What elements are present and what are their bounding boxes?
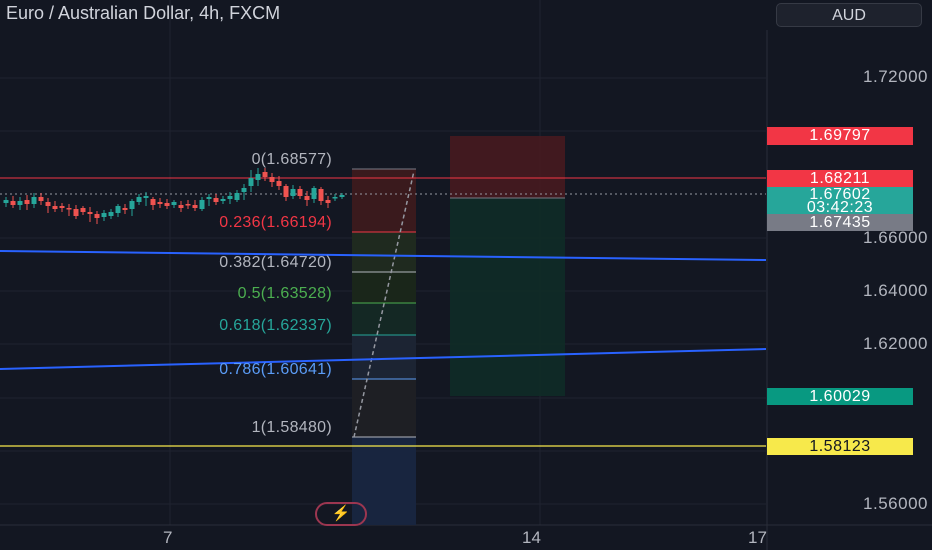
- candle-body: [255, 174, 261, 180]
- candle-body: [297, 189, 303, 196]
- candle-body: [80, 208, 86, 212]
- candle-body: [206, 197, 212, 199]
- currency-button[interactable]: AUD: [776, 3, 922, 27]
- lightning-icon[interactable]: ⚡: [315, 502, 367, 526]
- candle-body: [52, 206, 58, 209]
- price-tick: 1.56000: [863, 494, 928, 513]
- fib-zone-05-0618: [352, 303, 416, 335]
- candle-body: [199, 200, 205, 209]
- price-tick: 1.66000: [863, 228, 928, 247]
- candle-body: [45, 202, 51, 206]
- fib-zone-0786-1: [352, 379, 416, 437]
- price-tick: 1.62000: [863, 334, 928, 353]
- candle-body: [164, 203, 170, 206]
- candle-body: [101, 213, 107, 217]
- candle-body: [304, 196, 310, 200]
- entry-price-badge-bg: [767, 214, 913, 231]
- candlestick-series[interactable]: [3, 168, 345, 224]
- candle-body: [31, 197, 37, 204]
- short-position-reward-zone[interactable]: [450, 198, 565, 396]
- fib-label-0786: 0.786(1.60641): [219, 361, 332, 378]
- price-tick: 1.64000: [863, 281, 928, 300]
- fib-zone-0236-0382: [352, 232, 416, 272]
- candle-body: [332, 197, 338, 199]
- time-label: 7: [163, 528, 173, 547]
- candle-body: [73, 209, 79, 216]
- candle-body: [66, 208, 72, 210]
- current-price-badge-bg: [767, 187, 913, 215]
- fib-trend-dashed-line: [353, 170, 415, 438]
- candle-body: [311, 188, 317, 199]
- fib-zone-0618-0786: [352, 335, 416, 379]
- candle-body: [115, 206, 121, 213]
- fib-zone-0382-05: [352, 272, 416, 303]
- candle-body: [227, 196, 233, 199]
- fib-label-0: 0(1.68577): [251, 151, 332, 168]
- candle-body: [171, 202, 177, 205]
- countdown-badge: 03:42:23: [806, 199, 874, 216]
- upper-line-price-badge-bg: [767, 170, 913, 188]
- time-label: 17: [748, 528, 767, 547]
- candle-body: [185, 204, 191, 206]
- candle-body: [150, 199, 156, 205]
- candle-body: [122, 208, 128, 210]
- candle-body: [269, 177, 275, 182]
- current-price-badge: 1.67602: [809, 186, 871, 203]
- candle-body: [241, 188, 247, 192]
- candle-body: [157, 202, 163, 204]
- fib-label-0618: 0.618(1.62337): [219, 317, 332, 334]
- upper-line-price-badge: 1.68211: [809, 170, 871, 187]
- candle-body: [339, 195, 345, 197]
- candle-body: [94, 214, 100, 218]
- price-tick: 1.72000: [863, 67, 928, 86]
- candle-body: [59, 206, 65, 208]
- candle-body: [290, 189, 296, 196]
- candle-body: [248, 178, 254, 186]
- stop-price-badge-bg: [767, 388, 913, 405]
- candle-body: [136, 197, 142, 202]
- stop-price-badge: 1.60029: [809, 388, 871, 405]
- candle-body: [143, 196, 149, 198]
- candle-body: [108, 212, 114, 216]
- upper-trend-line[interactable]: [0, 250, 767, 261]
- candle-body: [3, 200, 9, 203]
- candle-body: [213, 198, 219, 202]
- symbol-title[interactable]: Euro / Australian Dollar, 4h, FXCM: [6, 3, 281, 23]
- fib-zone-0-0236: [352, 169, 416, 232]
- candle-body: [262, 172, 268, 177]
- fib-label-05: 0.5(1.63528): [237, 285, 332, 302]
- candle-body: [234, 193, 240, 200]
- fibonacci-retracement[interactable]: [352, 168, 416, 525]
- short-position-risk-zone[interactable]: [450, 136, 565, 198]
- support-price-badge: 1.58123: [809, 438, 871, 455]
- candle-body: [192, 205, 198, 208]
- candle-body: [220, 199, 226, 201]
- candle-body: [325, 200, 331, 203]
- target-price-badge-bg: [767, 127, 913, 145]
- candle-body: [178, 205, 184, 208]
- lower-trend-line[interactable]: [0, 348, 767, 370]
- target-price-badge: 1.69797: [809, 127, 871, 144]
- support-price-badge-bg: [767, 438, 913, 455]
- candle-body: [87, 212, 93, 214]
- candle-body: [276, 181, 282, 186]
- candle-body: [129, 201, 135, 209]
- entry-price-badge: 1.67435: [809, 214, 871, 231]
- candle-body: [283, 186, 289, 197]
- time-label: 14: [522, 528, 541, 547]
- candle-body: [10, 201, 16, 205]
- candle-body: [17, 201, 23, 205]
- fib-label-1: 1(1.58480): [251, 419, 332, 436]
- fib-label-0236: 0.236(1.66194): [219, 214, 332, 231]
- candle-body: [318, 189, 324, 201]
- fib-label-0382: 0.382(1.64720): [219, 254, 332, 271]
- candle-body: [24, 200, 30, 204]
- candle-body: [38, 197, 44, 201]
